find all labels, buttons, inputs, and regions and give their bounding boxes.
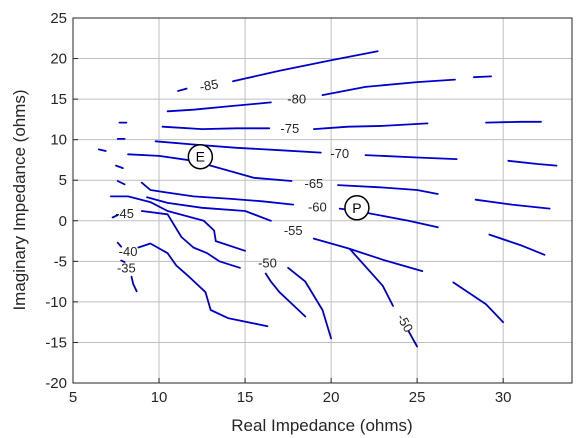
plot-frame bbox=[72, 17, 573, 384]
x-tick-label: 25 bbox=[409, 389, 426, 406]
x-tick-label: 10 bbox=[151, 389, 168, 406]
contour-line-minus-50 bbox=[407, 330, 419, 348]
contour-line-minus-65 bbox=[97, 148, 107, 152]
x-tick-label: 15 bbox=[237, 389, 254, 406]
contour-line-minus-75 bbox=[485, 120, 542, 124]
y-tick-label: 20 bbox=[50, 51, 67, 68]
contour-line-minus-55 bbox=[146, 196, 272, 222]
contour-line-minus-75 bbox=[161, 125, 271, 131]
contour-line-minus-50 bbox=[349, 248, 394, 307]
contour-label: -55 bbox=[284, 223, 303, 238]
contour-lines bbox=[97, 50, 558, 348]
contour-line-minus-65 bbox=[474, 198, 551, 210]
contour-label: -40 bbox=[119, 244, 138, 259]
contour-line-minus-60 bbox=[115, 164, 124, 170]
y-tick-label: -5 bbox=[54, 253, 67, 270]
contour-line-minus-40 bbox=[116, 241, 123, 248]
contour-line-minus-70 bbox=[154, 140, 322, 154]
contour-line-minus-60 bbox=[140, 181, 295, 206]
contour-line-minus-45 bbox=[264, 272, 307, 318]
contour-label: -85 bbox=[198, 76, 219, 94]
contour-label: -75 bbox=[280, 121, 299, 136]
contour-line-minus-70 bbox=[364, 154, 458, 161]
contour-label: -70 bbox=[330, 146, 349, 161]
contour-line-minus-55 bbox=[116, 180, 126, 186]
contour-line-minus-65 bbox=[127, 153, 293, 182]
y-tick-label: 15 bbox=[50, 91, 67, 108]
contour-line-minus-35 bbox=[120, 259, 126, 264]
contour-line-minus-85 bbox=[177, 87, 188, 92]
marker-label-e: E bbox=[196, 149, 205, 165]
contour-label: -65 bbox=[304, 176, 323, 191]
contour-label: -80 bbox=[287, 92, 306, 107]
contour-line-minus-40 bbox=[137, 242, 269, 328]
contour-line-minus-65 bbox=[337, 184, 439, 195]
y-tick-label: 0 bbox=[59, 213, 67, 230]
y-tick-label: -20 bbox=[45, 375, 67, 392]
contour-line-minus-80 bbox=[321, 78, 456, 96]
y-tick-label: 5 bbox=[59, 172, 67, 189]
point-markers: EP bbox=[187, 143, 370, 221]
contour-line-minus-70 bbox=[507, 159, 558, 167]
marker-circle-p bbox=[344, 195, 370, 221]
contour-label: -60 bbox=[308, 199, 327, 214]
x-tick-label: 20 bbox=[323, 389, 340, 406]
contour-label: -50 bbox=[258, 255, 277, 270]
x-tick-label: 30 bbox=[495, 389, 512, 406]
contour-label: -45 bbox=[115, 206, 134, 221]
y-tick-label: 25 bbox=[50, 10, 67, 27]
contour-line-minus-35 bbox=[130, 275, 138, 293]
contour-line-minus-80 bbox=[166, 101, 272, 113]
marker-circle-e bbox=[187, 143, 214, 170]
contour-line-minus-50 bbox=[110, 195, 247, 252]
marker-label-p: P bbox=[352, 200, 361, 216]
contour-line-minus-60 bbox=[488, 233, 546, 256]
contour-line-minus-55 bbox=[312, 237, 424, 273]
contour-line-minus-50 bbox=[287, 266, 333, 340]
y-tick-label: -15 bbox=[45, 334, 67, 351]
y-tick-label: -10 bbox=[45, 294, 67, 311]
y-tick-label: 10 bbox=[50, 132, 67, 149]
contour-line-minus-85 bbox=[232, 50, 379, 83]
contour-line-minus-45 bbox=[140, 210, 241, 269]
contour-line-minus-75 bbox=[312, 122, 429, 131]
contour-line-minus-45 bbox=[111, 214, 119, 219]
y-axis-label: Imaginary Impedance (ohms) bbox=[10, 89, 29, 310]
x-axis-label: Real Impedance (ohms) bbox=[231, 416, 412, 435]
x-tick-label: 5 bbox=[69, 389, 77, 406]
contour-line-minus-55 bbox=[452, 281, 505, 324]
contour-labels: -85-80-75-70-65-60-55-50-45-40-35-50 bbox=[115, 76, 416, 335]
contour-line-minus-80 bbox=[472, 75, 493, 79]
contour-label: -35 bbox=[117, 260, 136, 275]
